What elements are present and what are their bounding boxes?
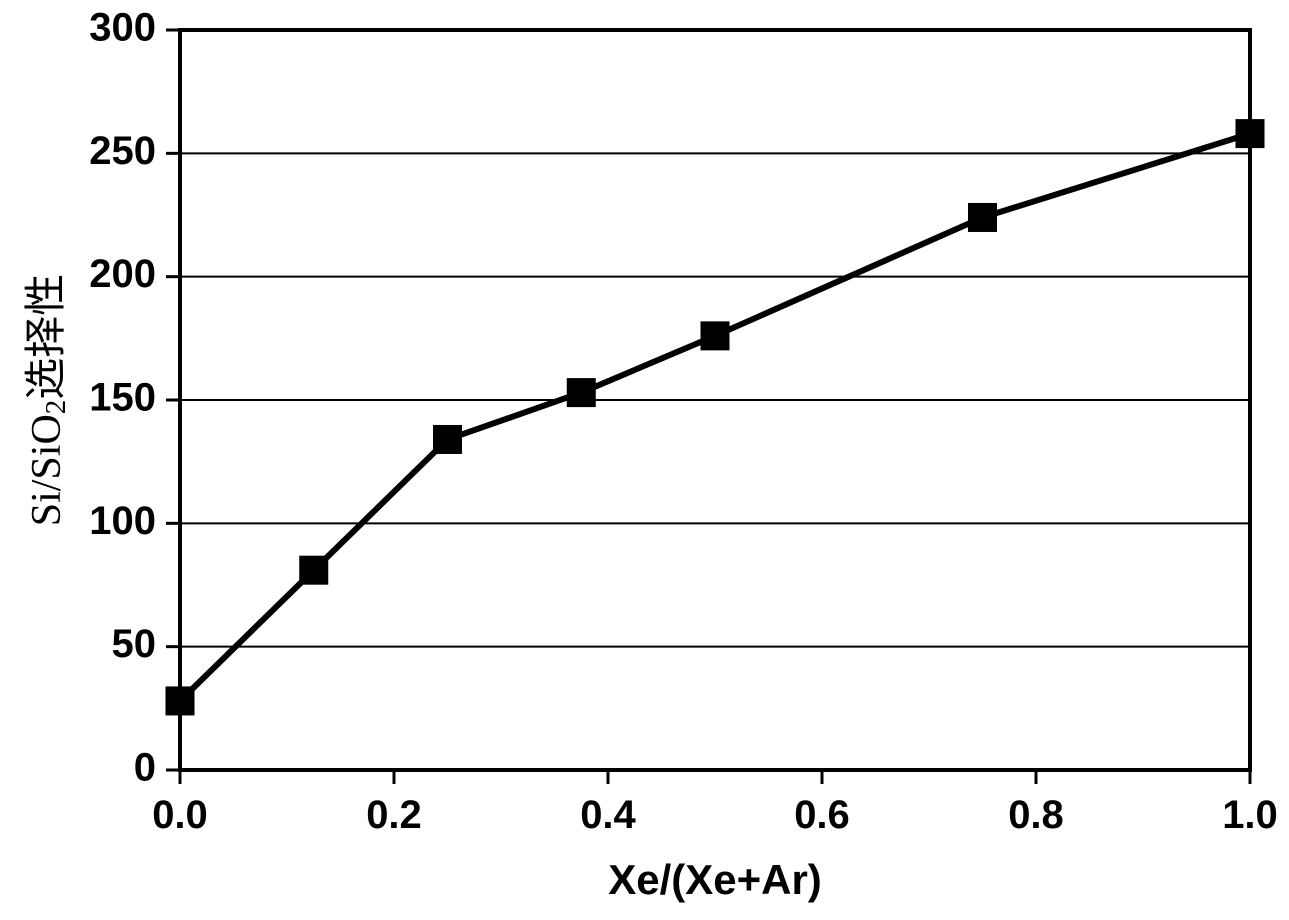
selectivity-chart: 0 50 100 150 200 250 300 0.0 0.2 0.4 0.6 0.8 1.0 Xe/(… xyxy=(0,0,1289,920)
y-tick-label: 50 xyxy=(112,622,157,666)
x-tick-label: 0.6 xyxy=(794,793,850,837)
y-tick-label: 0 xyxy=(134,746,156,790)
y-tick-label: 100 xyxy=(89,499,156,543)
y-tick-label: 200 xyxy=(89,252,156,296)
x-tick-label: 0.8 xyxy=(1008,793,1064,837)
y-tick-label: 150 xyxy=(89,376,156,420)
chart-svg: 0 50 100 150 200 250 300 0.0 0.2 0.4 0.6 0.8 1.0 Xe/(… xyxy=(0,0,1289,920)
y-axis-label: Si/SiO2选择性 xyxy=(24,274,73,527)
y-tick-label: 250 xyxy=(89,129,156,173)
x-tick-label: 0.2 xyxy=(366,793,422,837)
x-tick-label: 1.0 xyxy=(1222,793,1278,837)
x-tick-label: 0.0 xyxy=(152,793,208,837)
x-axis-label: Xe/(Xe+Ar) xyxy=(608,856,822,903)
y-tick-label: 300 xyxy=(89,6,156,50)
x-tick-label: 0.4 xyxy=(580,793,636,837)
